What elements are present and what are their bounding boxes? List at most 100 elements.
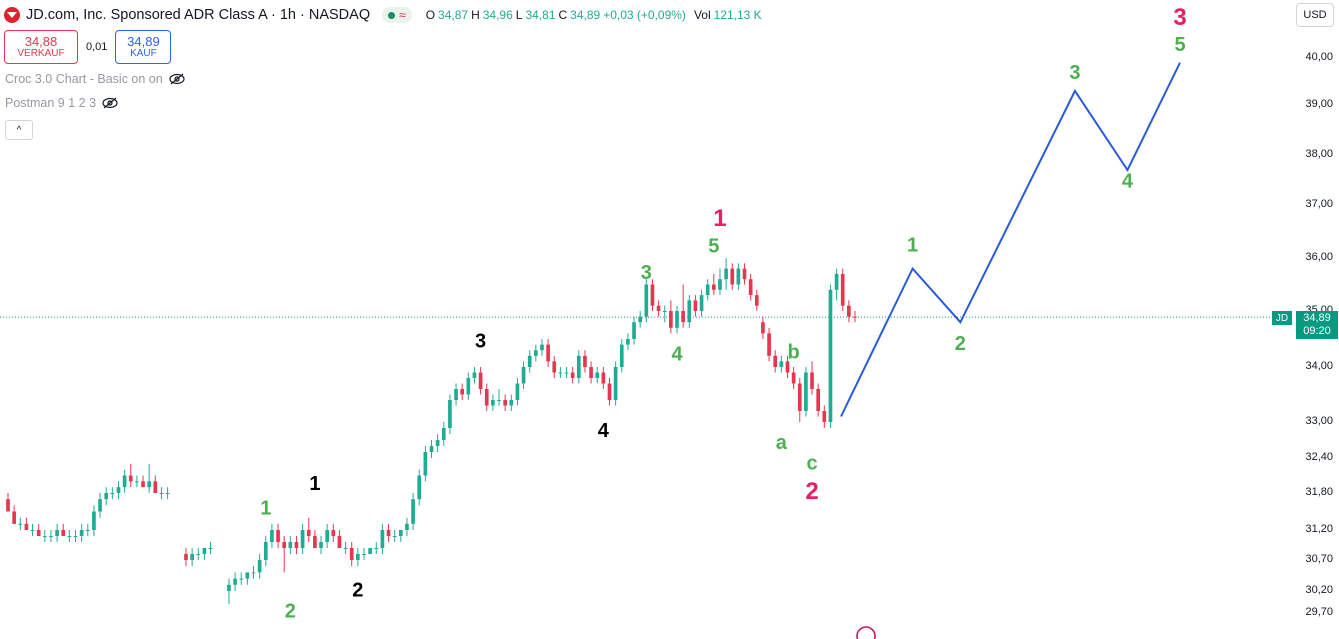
candle-body	[564, 372, 569, 374]
wave-label: 2	[805, 478, 818, 505]
buy-label: KAUF	[130, 47, 157, 59]
wave-label: 1	[309, 473, 320, 495]
candle-body	[141, 481, 145, 488]
candle-body	[626, 339, 630, 345]
candle-body	[527, 355, 532, 367]
candle-body	[337, 536, 342, 548]
candle-body	[509, 400, 514, 406]
candle-body	[423, 452, 428, 476]
candle-body	[67, 536, 72, 537]
symbol-title[interactable]: JD.com, Inc. Sponsored ADR Class A · 1h …	[26, 7, 371, 23]
wave-label: 2	[285, 600, 296, 622]
candle-body	[227, 584, 231, 591]
wave-label: 2	[352, 579, 363, 601]
currency-button[interactable]: USD	[1296, 3, 1334, 27]
buy-button[interactable]: 34,89 KAUF	[115, 30, 172, 64]
symbol-tag: JD	[1272, 311, 1292, 325]
candle-body	[153, 481, 158, 493]
market-status-pill[interactable]: ≈	[382, 7, 412, 23]
candle-body	[294, 542, 299, 548]
candle-body	[576, 355, 581, 378]
candle-body	[208, 548, 213, 549]
candle-body	[847, 305, 851, 317]
candle-body	[699, 295, 704, 311]
candle-body	[288, 542, 293, 548]
candle-body	[85, 530, 90, 531]
candle-body	[398, 530, 403, 536]
candle-body	[533, 350, 538, 356]
candle-body	[718, 279, 722, 290]
candle-body	[313, 536, 317, 548]
wave-label: 1	[713, 205, 726, 232]
candle-body	[816, 389, 821, 411]
candle-body	[687, 300, 692, 323]
candle-body	[546, 344, 550, 362]
candle-body	[300, 530, 305, 548]
candle-body	[662, 311, 667, 312]
wave-label: c	[806, 453, 817, 475]
candle-body	[159, 493, 164, 494]
indicator-postman[interactable]: Postman 9 1 2 3	[5, 96, 118, 110]
candle-body	[61, 530, 66, 536]
candle-body	[362, 554, 366, 555]
candle-body	[380, 530, 385, 548]
indicator-postman-label: Postman 9 1 2 3	[5, 96, 97, 110]
candle-body	[742, 268, 747, 280]
candle-body	[595, 372, 600, 378]
sell-button[interactable]: 34,88 VERKAUF	[4, 30, 78, 64]
candle-body	[497, 400, 501, 401]
candle-body	[79, 530, 84, 536]
candle-body	[601, 372, 606, 384]
bar-countdown: 09:20	[1303, 325, 1331, 337]
candle-body	[386, 530, 391, 536]
sell-price: 34,88	[24, 33, 58, 49]
candle-body	[251, 572, 256, 574]
indicator-croc[interactable]: Croc 3.0 Chart - Basic on on	[5, 72, 185, 86]
candle-body	[42, 536, 47, 537]
candle-body	[454, 389, 458, 400]
candle-body	[822, 411, 827, 422]
price-axis-tick: 39,00	[1305, 98, 1333, 110]
candle-body	[55, 530, 59, 536]
eye-hidden-icon[interactable]	[169, 73, 185, 85]
candle-body	[675, 311, 679, 328]
candle-body	[589, 367, 593, 378]
open-value: 34,87	[438, 8, 469, 22]
wave-label: 3	[641, 262, 652, 284]
candle-body	[49, 536, 53, 537]
candle-body	[257, 560, 262, 573]
chevron-up-icon: ^	[16, 124, 22, 136]
candle-body	[368, 548, 372, 554]
wave-label: 4	[671, 343, 683, 365]
candle-body	[638, 316, 643, 323]
candle-body	[104, 493, 109, 500]
close-key: C	[558, 8, 568, 22]
candle-body	[147, 481, 152, 488]
candle-body	[558, 372, 563, 374]
candle-body	[785, 361, 790, 373]
candle-body	[110, 493, 115, 494]
candle-body	[392, 536, 397, 537]
candle-body	[417, 475, 422, 500]
collapse-indicators-button[interactable]: ^	[5, 120, 33, 140]
candle-body	[448, 400, 452, 428]
candle-body	[644, 284, 649, 317]
candle-body	[736, 268, 741, 285]
low-value: 34,81	[525, 8, 556, 22]
eye-hidden-icon[interactable]	[102, 97, 118, 109]
candle-body	[319, 542, 323, 548]
wave-label: 3	[475, 330, 486, 352]
candle-body	[282, 542, 287, 548]
candle-body	[122, 475, 127, 488]
candle-body	[411, 499, 415, 524]
candle-body	[693, 300, 698, 311]
candle-body	[503, 400, 507, 406]
candle-body	[306, 530, 311, 536]
wave-label: 5	[708, 236, 719, 258]
candle-body	[681, 311, 685, 323]
candle-body	[834, 273, 839, 290]
candle-body	[356, 554, 360, 560]
candle-body	[24, 523, 29, 530]
candle-body	[12, 511, 16, 524]
